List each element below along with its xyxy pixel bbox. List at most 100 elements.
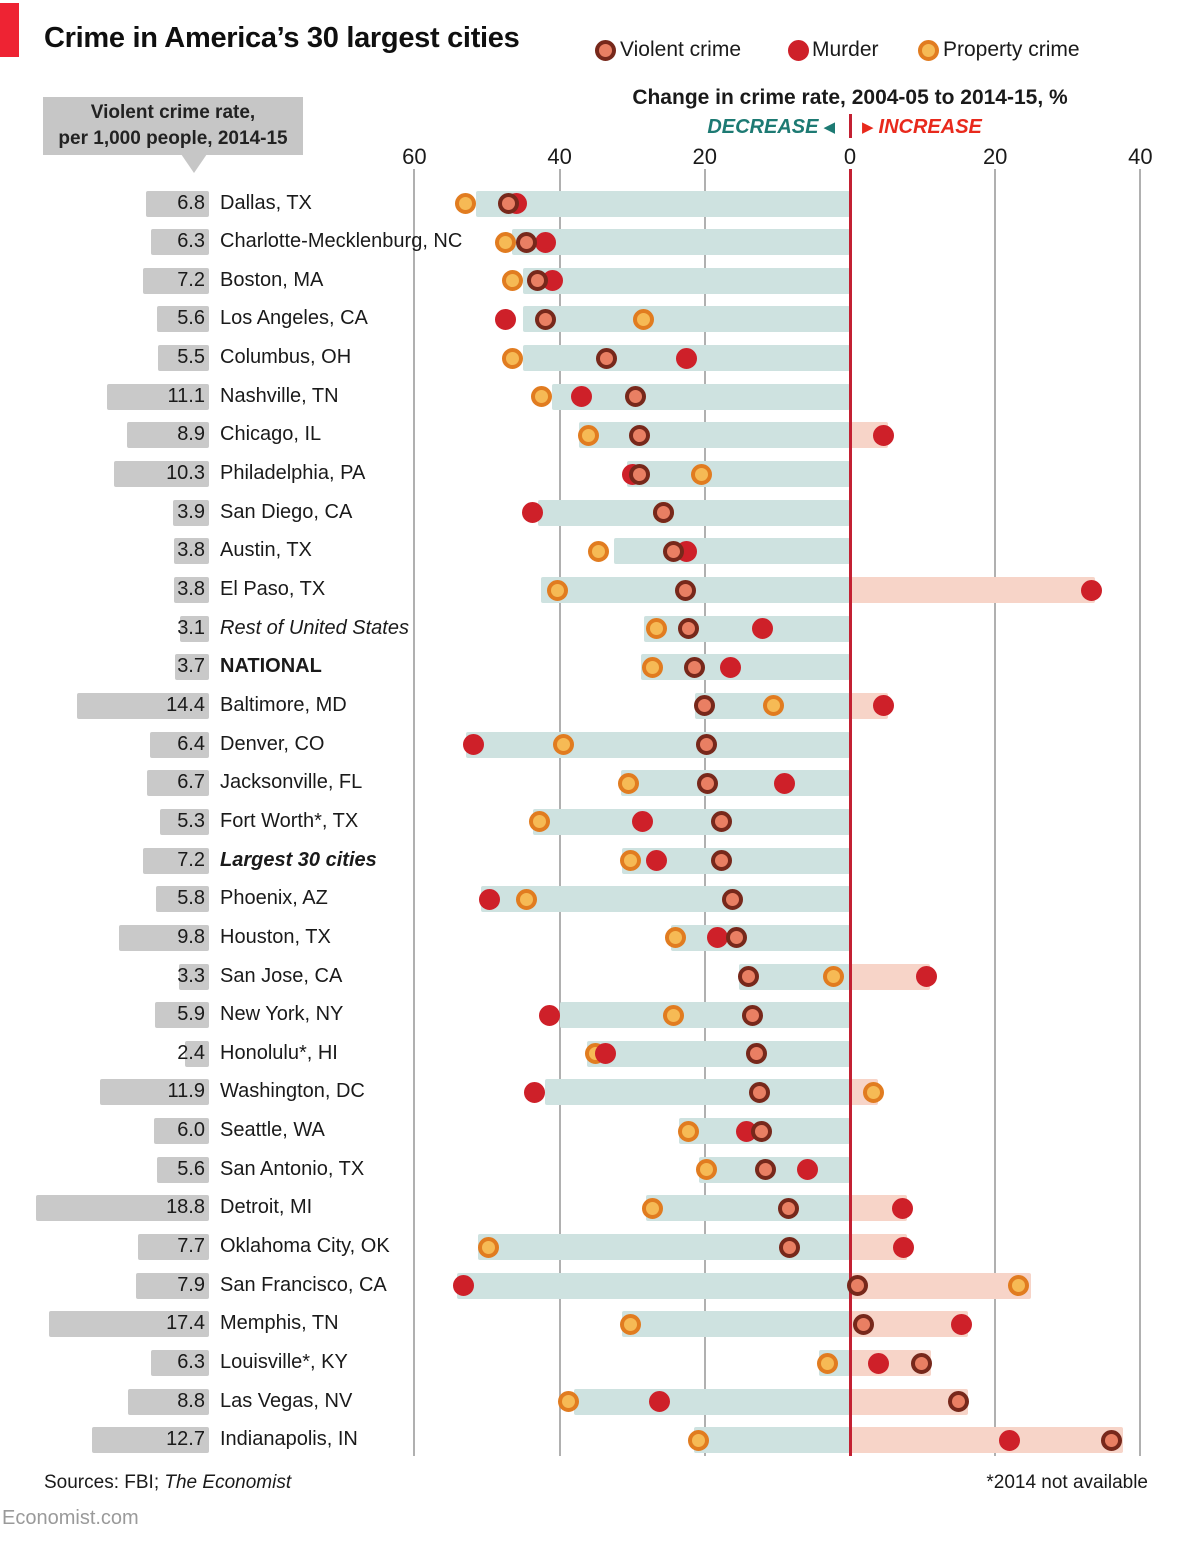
- property-crime-dot: [454, 193, 476, 214]
- violent-crime-rate-value: 5.6: [177, 1157, 205, 1180]
- violent-crime-rate-bar: [118, 924, 209, 951]
- city-label: San Jose, CA: [220, 964, 343, 987]
- violent-crime-rate-bar: [76, 692, 209, 719]
- decrease-bar: [693, 1427, 850, 1454]
- city-label: Indianapolis, IN: [220, 1428, 358, 1451]
- violent-crime-dot: [677, 618, 699, 640]
- violent-crime-rate-bar: [180, 615, 209, 642]
- property-crime-dot: [477, 1236, 499, 1258]
- city-label: San Diego, CA: [220, 500, 353, 523]
- city-label: Chicago, IL: [220, 423, 322, 446]
- violent-crime-rate-bar: [158, 345, 209, 372]
- murder-dot: [538, 1004, 560, 1026]
- murder-dot: [648, 1391, 670, 1413]
- murder-dot: [867, 1352, 889, 1374]
- violent-crime-rate-value: 7.2: [177, 848, 205, 871]
- violent-crime-rate-value: 3.8: [177, 539, 205, 562]
- footnote: *2014 not available: [986, 1472, 1148, 1493]
- violent-crime-rate-bar: [160, 808, 209, 835]
- murder-dot: [891, 1197, 913, 1219]
- city-label: Denver, CO: [220, 732, 325, 755]
- property-crime-dot: [557, 1391, 579, 1413]
- violent-crime-rate-callout: Violent crime rate, per 1,000 people, 20…: [43, 97, 303, 155]
- decrease-bar: [512, 229, 850, 256]
- violent-crime-rate-value: 14.4: [166, 693, 205, 716]
- violent-crime-dot: [628, 424, 650, 446]
- property-crime-legend-icon: [918, 40, 939, 61]
- murder-dot: [872, 695, 894, 717]
- axis-tick-label: 0: [843, 144, 857, 169]
- city-label: San Antonio, TX: [220, 1157, 365, 1180]
- murder-dot: [999, 1429, 1021, 1451]
- violent-crime-rate-bar: [151, 1350, 209, 1376]
- city-label: El Paso, TX: [220, 578, 326, 600]
- property-crime-dot: [618, 772, 640, 794]
- violent-crime-rate-value: 6.0: [177, 1119, 205, 1142]
- murder-dot: [478, 888, 500, 910]
- decrease-bar: [670, 924, 850, 951]
- decrease-bar: [643, 615, 850, 642]
- murder-dot: [494, 308, 516, 330]
- violent-crime-dot: [663, 540, 685, 562]
- axis-tick-label: 40: [547, 144, 572, 169]
- city-label: Charlotte-Mecklenburg, NC: [220, 230, 463, 253]
- violent-crime-rate-value: 17.4: [166, 1312, 205, 1335]
- violent-crime-dot: [777, 1197, 799, 1219]
- axis-tick-label: 60: [402, 144, 427, 169]
- murder-dot: [893, 1236, 915, 1258]
- city-label: Jacksonville, FL: [220, 771, 363, 794]
- murder-legend-icon: [788, 40, 809, 61]
- violent-crime-rate-value: 11.1: [167, 384, 205, 407]
- city-label: Los Angeles, CA: [220, 307, 368, 330]
- violent-crime-rate-value: 10.3: [166, 462, 205, 485]
- city-label: Houston, TX: [220, 925, 331, 948]
- murder-dot: [631, 811, 653, 833]
- city-label: Baltimore, MD: [220, 693, 347, 716]
- violent-crime-dot: [948, 1391, 970, 1413]
- violent-crime-dot: [694, 695, 716, 717]
- violent-crime-dot: [737, 966, 759, 987]
- property-crime-dot: [494, 231, 516, 253]
- violent-crime-rate-bar: [185, 1040, 209, 1067]
- property-crime-dot: [530, 386, 552, 408]
- violent-crime-rate-bar: [106, 383, 209, 410]
- violent-crime-rate-bar: [154, 1002, 209, 1029]
- murder-dot: [797, 1159, 819, 1181]
- gridline: [994, 169, 997, 1456]
- violent-crime-rate-value: 3.1: [177, 616, 205, 639]
- property-crime-dot: [762, 695, 784, 717]
- violent-crime-rate-bar: [157, 1156, 209, 1183]
- property-crime-dot: [546, 579, 568, 601]
- violent-crime-dot: [674, 579, 696, 601]
- economist-red-tag: [0, 3, 19, 57]
- violent-crime-rate-bar: [155, 886, 209, 913]
- decrease-bar: [640, 654, 850, 681]
- murder-dot: [462, 734, 484, 756]
- violent-crime-rate-value: 12.7: [166, 1428, 205, 1451]
- violent-crime-dot: [534, 308, 556, 330]
- violent-crime-rate-bar: [147, 770, 209, 797]
- decrease-bar: [579, 422, 850, 449]
- decrease-bar: [537, 499, 850, 526]
- violent-crime-dot: [748, 1081, 770, 1103]
- axis-tick-label: 20: [982, 144, 1008, 169]
- violent-crime-rate-value: 3.3: [177, 964, 205, 987]
- violent-crime-dot: [652, 502, 674, 524]
- violent-crime-dot: [625, 386, 647, 408]
- property-crime-dot: [695, 1159, 717, 1181]
- property-crime-dot: [663, 1004, 685, 1026]
- callout-line1: Violent crime rate,: [90, 102, 256, 123]
- right-arrow-icon: ▶: [862, 118, 874, 136]
- callout-line2: per 1,000 people, 2014-15: [58, 128, 288, 149]
- violent-crime-dot: [721, 888, 743, 910]
- property-crime-dot: [665, 927, 687, 949]
- city-label: Nashville, TN: [220, 384, 339, 407]
- violent-crime-rate-value: 7.9: [177, 1273, 205, 1296]
- violent-crime-dot: [628, 463, 650, 485]
- legend-label-murder: Murder: [812, 38, 879, 61]
- property-crime-dot: [822, 966, 844, 987]
- murder-dot: [570, 386, 592, 408]
- violent-crime-rate-bar: [138, 1234, 209, 1261]
- violent-crime-dot: [527, 270, 549, 292]
- city-label: Honolulu*, HI: [220, 1041, 338, 1064]
